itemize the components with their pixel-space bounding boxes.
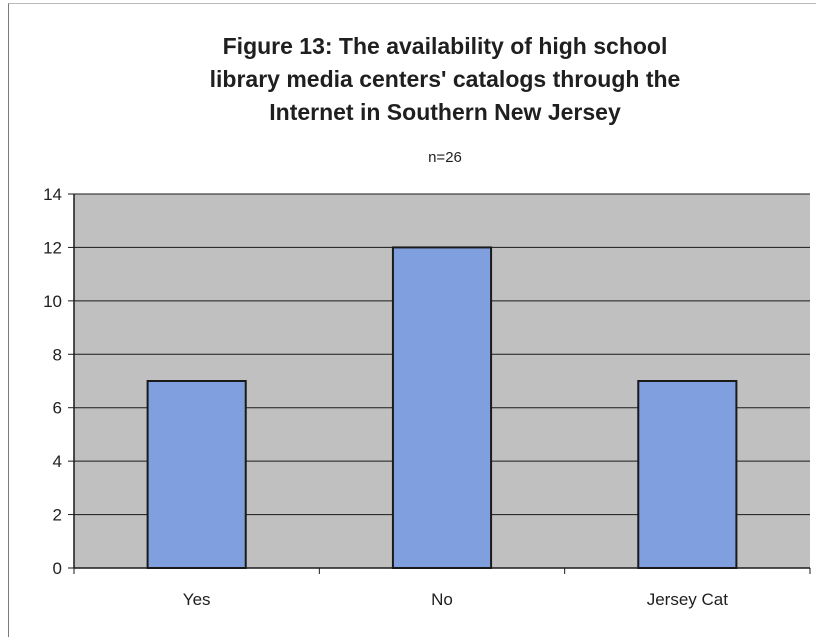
bar-no — [391, 246, 493, 570]
y-tick-label: 6 — [53, 399, 62, 418]
y-tick-label: 10 — [43, 292, 62, 311]
bar-yes — [146, 380, 247, 569]
y-tick-label: 12 — [43, 238, 62, 257]
chart-title-line-3: Internet in Southern New Jersey — [269, 99, 621, 125]
chart-title-line-1: Figure 13: The availability of high scho… — [222, 33, 668, 59]
x-category-label: No — [431, 590, 453, 609]
x-category-label: Yes — [183, 590, 211, 609]
y-tick-label: 8 — [53, 345, 62, 364]
chart-subtitle: n=26 — [428, 149, 462, 166]
x-category-label: Jersey Cat — [647, 590, 729, 609]
chart-title: Figure 13: The availability of high scho… — [60, 30, 818, 129]
y-tick-label: 14 — [43, 185, 62, 204]
chart-title-line-2: library media centers' catalogs through … — [209, 66, 681, 92]
y-tick-label: 0 — [53, 559, 62, 578]
y-tick-label: 4 — [53, 452, 62, 471]
bar-jersey-cat — [637, 380, 738, 569]
y-tick-label: 2 — [53, 506, 62, 525]
